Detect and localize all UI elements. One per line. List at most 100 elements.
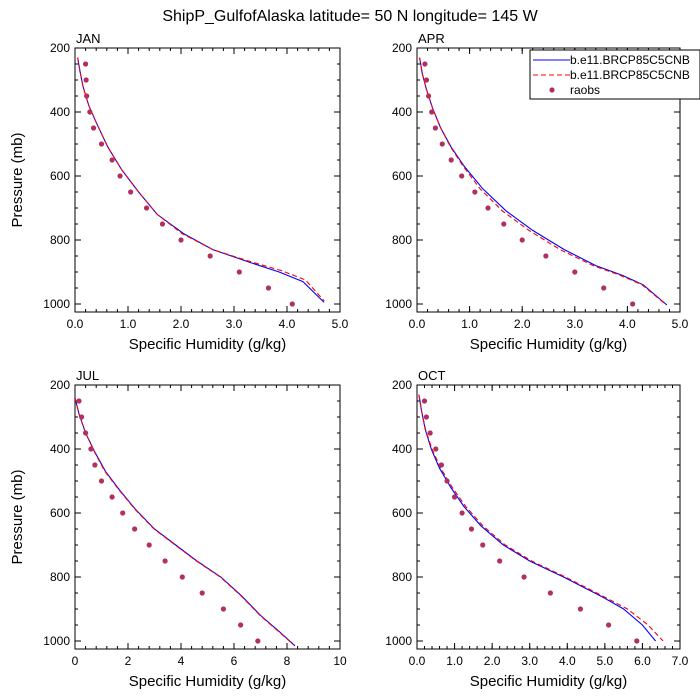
raobs-point bbox=[289, 301, 295, 307]
plot-frame bbox=[416, 384, 681, 650]
panel-jul: JUL 0 2 4 6 8 10 200 400 600 800 1000 Specific Humid… bbox=[9, 368, 347, 690]
x-tick-label: 0 bbox=[72, 654, 79, 668]
x-tick-label: 1.0 bbox=[461, 317, 478, 331]
x-tick-label: 1.0 bbox=[446, 654, 463, 668]
x-tick-label: 4.0 bbox=[279, 317, 296, 331]
x-tick-label: 4.0 bbox=[559, 654, 576, 668]
legend-label: b.e11.BRCP85C5CNB bbox=[570, 53, 690, 67]
x-axis-title: Specific Humidity (g/kg) bbox=[470, 673, 628, 690]
raobs-point bbox=[220, 606, 226, 612]
series-line-solid bbox=[77, 57, 325, 303]
x-tick-label: 3.0 bbox=[521, 654, 538, 668]
x-axis-title: Specific Humidity (g/kg) bbox=[129, 673, 287, 690]
x-tick-label: 5.0 bbox=[597, 654, 614, 668]
raobs-point bbox=[459, 510, 465, 516]
x-tick-label: 1.0 bbox=[120, 317, 137, 331]
x-axis-title: Specific Humidity (g/kg) bbox=[129, 336, 287, 353]
panel-jan: JAN 0.0 1.0 2.0 3.0 4.0 5.0 200 400 600 800 1000 Spe… bbox=[9, 31, 349, 353]
y-axis-title: Pressure (mb) bbox=[9, 132, 26, 227]
raobs-point bbox=[88, 446, 94, 452]
raobs-point bbox=[439, 141, 445, 147]
plot-frame bbox=[74, 384, 341, 650]
raobs-point bbox=[199, 590, 205, 596]
raobs-point bbox=[109, 494, 115, 500]
x-tick-label: 4.0 bbox=[619, 317, 636, 331]
y-tick-label: 1000 bbox=[43, 634, 70, 648]
raobs-point bbox=[207, 253, 213, 259]
figure-title: ShipP_GulfofAlaska latitude= 50 N longit… bbox=[162, 8, 538, 25]
raobs-point bbox=[179, 574, 185, 580]
y-tick-label: 400 bbox=[392, 105, 412, 119]
raobs-point bbox=[98, 141, 105, 147]
raobs-point bbox=[98, 478, 105, 484]
series-line-dashed bbox=[419, 57, 666, 305]
x-tick-label: 3.0 bbox=[226, 317, 243, 331]
raobs-point bbox=[422, 61, 428, 67]
x-tick-label: 4 bbox=[178, 654, 185, 668]
series-line-solid bbox=[418, 394, 657, 642]
raobs-point bbox=[92, 462, 98, 468]
raobs-point bbox=[423, 414, 429, 420]
raobs-point bbox=[117, 173, 123, 179]
legend-label: b.e11.BRCP85C5CNB bbox=[570, 68, 690, 82]
y-tick-label: 1000 bbox=[385, 634, 412, 648]
x-tick-label: 2.0 bbox=[514, 317, 531, 331]
y-tick-label: 1000 bbox=[43, 297, 70, 311]
series-line-dashed bbox=[418, 394, 664, 642]
x-tick-label: 10 bbox=[333, 654, 347, 668]
panel-apr: APR 0.0 1.0 2.0 3.0 4.0 5.0 200 400 600 800 1000 Spe… bbox=[385, 31, 688, 353]
raobs-point bbox=[444, 478, 450, 484]
y-tick-label: 600 bbox=[50, 506, 70, 520]
raobs-point bbox=[519, 237, 525, 243]
x-tick-label: 0.0 bbox=[409, 317, 426, 331]
raobs-point bbox=[577, 606, 584, 612]
raobs-point bbox=[521, 574, 527, 580]
raobs-point bbox=[109, 157, 115, 163]
x-tick-label: 5.0 bbox=[332, 317, 349, 331]
x-tick-label: 0.0 bbox=[67, 317, 84, 331]
raobs-point bbox=[468, 526, 475, 532]
series-line-solid bbox=[75, 397, 296, 647]
x-tick-label: 5.0 bbox=[672, 317, 689, 331]
y-tick-label: 400 bbox=[392, 442, 412, 456]
x-tick-label: 8 bbox=[284, 654, 291, 668]
raobs-point bbox=[451, 494, 458, 500]
y-tick-label: 600 bbox=[392, 169, 412, 183]
raobs-point bbox=[485, 205, 491, 211]
x-tick-label: 2.0 bbox=[484, 654, 501, 668]
x-axis-title: Specific Humidity (g/kg) bbox=[470, 336, 628, 353]
x-tick-label: 7.0 bbox=[672, 654, 689, 668]
raobs-point bbox=[543, 253, 549, 259]
raobs-point bbox=[423, 77, 430, 83]
raobs-point bbox=[90, 125, 97, 131]
raobs-point bbox=[572, 269, 578, 275]
y-tick-label: 800 bbox=[50, 233, 70, 247]
raobs-point bbox=[429, 109, 435, 115]
raobs-point bbox=[497, 558, 503, 564]
panel-oct: OCT 0.0 1.0 2.0 3.0 4.0 5.0 6.0 7.0 200 400 600 800 1… bbox=[385, 368, 688, 690]
y-tick-label: 800 bbox=[392, 233, 412, 247]
raobs-point bbox=[433, 446, 439, 452]
raobs-point bbox=[143, 205, 150, 211]
raobs-point bbox=[79, 414, 85, 420]
raobs-point bbox=[459, 173, 465, 179]
panel-label: JUL bbox=[76, 368, 99, 383]
raobs-point bbox=[634, 638, 640, 644]
x-tick-label: 6 bbox=[231, 654, 238, 668]
raobs-point bbox=[472, 189, 478, 195]
raobs-point bbox=[83, 77, 89, 83]
raobs-point bbox=[265, 285, 272, 291]
y-tick-label: 200 bbox=[50, 41, 70, 55]
y-tick-label: 200 bbox=[392, 378, 412, 392]
y-axis-title: Pressure (mb) bbox=[9, 469, 26, 564]
raobs-point bbox=[606, 622, 612, 628]
x-tick-label: 3.0 bbox=[566, 317, 583, 331]
x-tick-label: 2.0 bbox=[173, 317, 190, 331]
series-group bbox=[75, 397, 296, 647]
panel-label: APR bbox=[418, 31, 445, 46]
raobs-point bbox=[630, 301, 636, 307]
raobs-point bbox=[236, 269, 242, 275]
raobs-point bbox=[87, 109, 93, 115]
raobs-point bbox=[238, 622, 244, 628]
